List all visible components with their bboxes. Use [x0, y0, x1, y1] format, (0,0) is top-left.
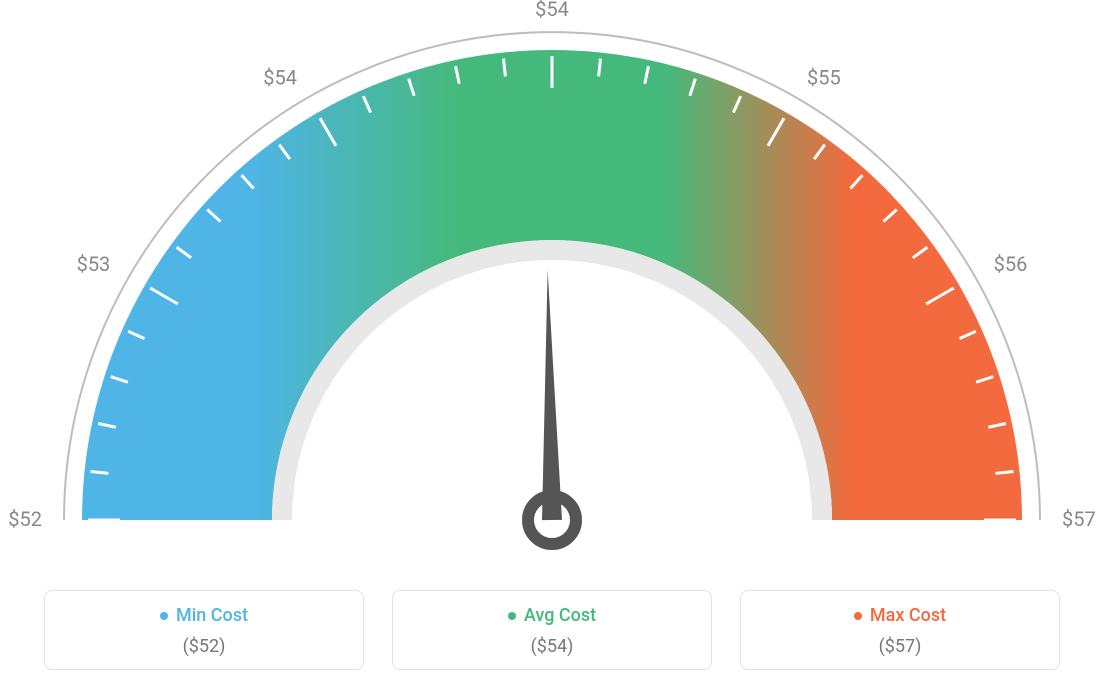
gauge-svg: $52 $53 $54 $54 $55 $56 $57	[0, 0, 1104, 560]
legend-title-max: Max Cost	[854, 605, 946, 626]
legend-card-max: Max Cost ($57)	[740, 590, 1060, 671]
legend-row: Min Cost ($52) Avg Cost ($54) Max Cost (…	[0, 590, 1104, 671]
legend-dot-min	[160, 612, 168, 620]
svg-text:$52: $52	[8, 507, 42, 531]
legend-title-avg: Avg Cost	[508, 605, 596, 626]
gauge-chart: $52 $53 $54 $54 $55 $56 $57	[0, 0, 1104, 560]
legend-title-avg-text: Avg Cost	[524, 605, 596, 626]
legend-value-avg: ($54)	[403, 636, 701, 657]
svg-text:$57: $57	[1062, 507, 1096, 531]
legend-title-min: Min Cost	[160, 605, 248, 626]
svg-text:$53: $53	[77, 252, 111, 276]
legend-card-avg: Avg Cost ($54)	[392, 590, 712, 671]
legend-value-max: ($57)	[751, 636, 1049, 657]
legend-dot-avg	[508, 612, 516, 620]
legend-dot-max	[854, 612, 862, 620]
svg-text:$56: $56	[994, 252, 1028, 276]
svg-text:$55: $55	[807, 65, 841, 89]
legend-value-min: ($52)	[55, 636, 353, 657]
legend-title-min-text: Min Cost	[176, 605, 248, 626]
svg-text:$54: $54	[263, 65, 297, 89]
legend-title-max-text: Max Cost	[870, 605, 946, 626]
svg-text:$54: $54	[535, 0, 569, 21]
legend-card-min: Min Cost ($52)	[44, 590, 364, 671]
